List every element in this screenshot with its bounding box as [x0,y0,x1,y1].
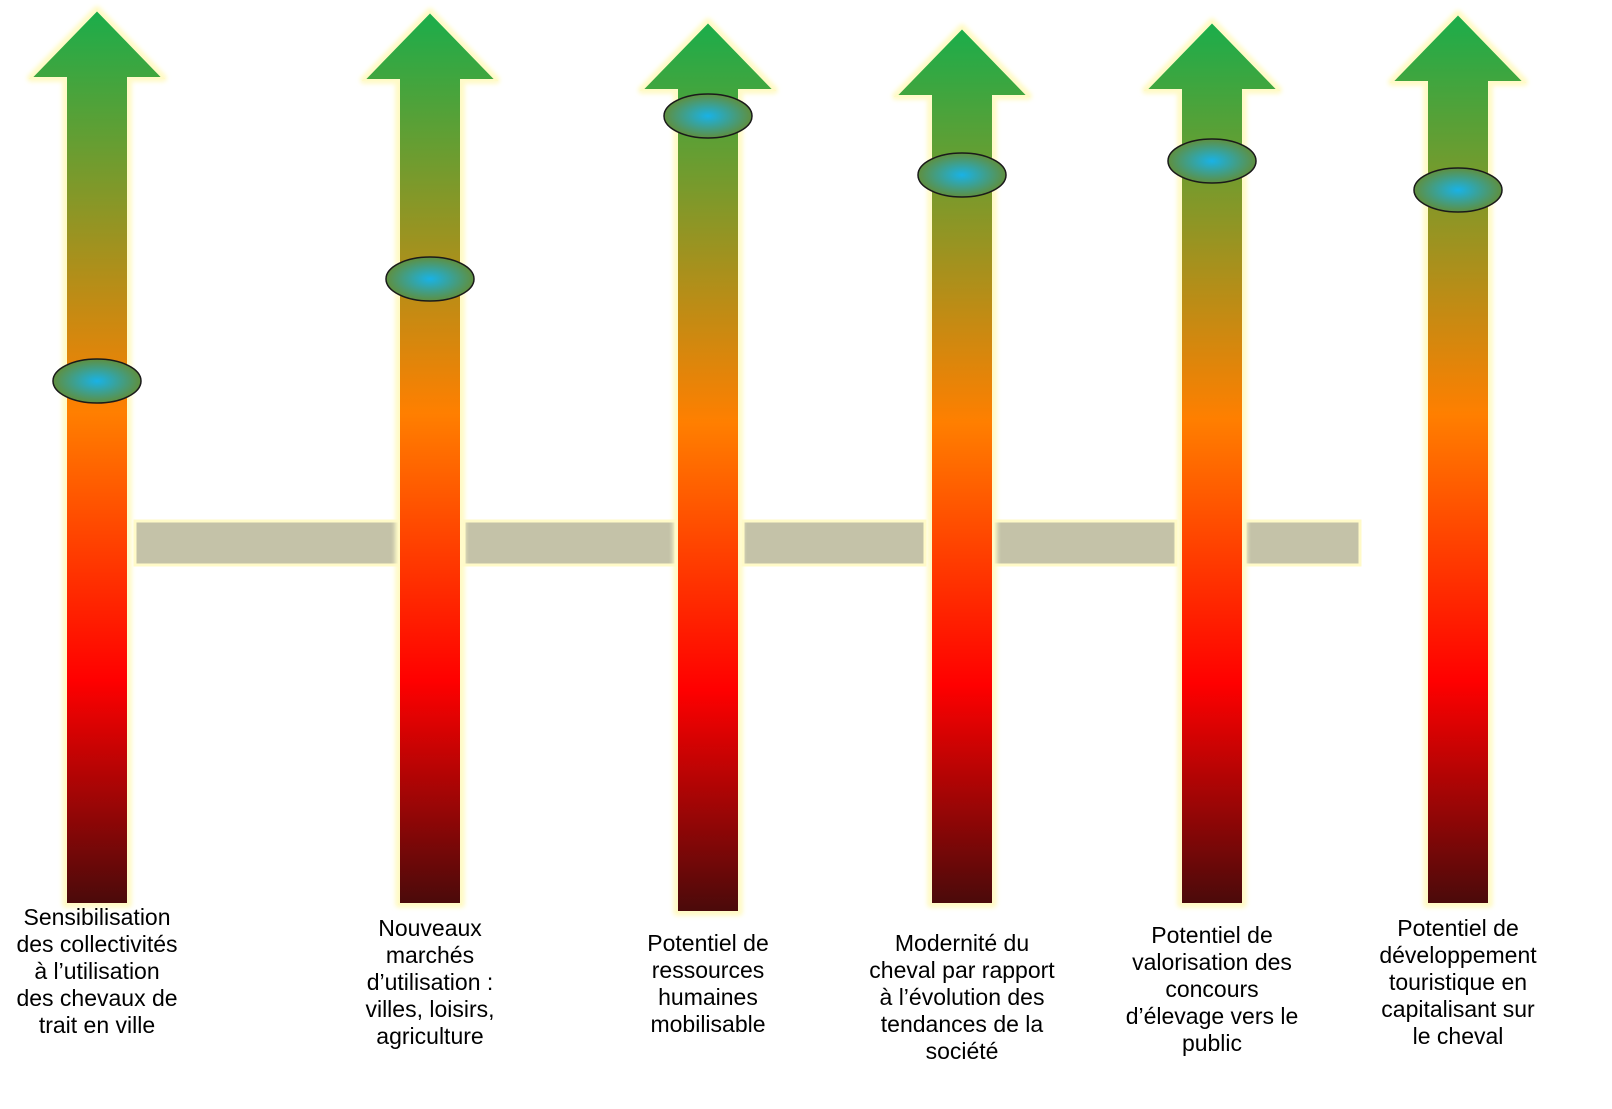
arrow-label-line: tendances de la [880,1011,1044,1037]
arrow-label-6: Potentiel de développement touristique en c… [1353,915,1563,1050]
level-marker-2 [385,256,475,302]
level-marker-5 [1167,138,1257,184]
arrow-label-line: à l’évolution des [879,984,1045,1010]
arrow-label-line: trait en ville [38,1012,156,1038]
arrow-label-line: des chevaux de [16,985,178,1011]
level-marker-1 [52,358,142,404]
arrow-label-line: Potentiel de [1151,922,1273,948]
connector-bars [133,519,1362,567]
arrow-3 [638,18,778,916]
level-marker-3 [663,93,753,139]
markers [52,93,1503,404]
arrow-label-line: villes, loisirs, [365,996,495,1022]
arrow-label-line: concours [1165,976,1259,1002]
arrow-label-line: d’élevage vers le [1125,1003,1299,1029]
arrow-label-line: valorisation des [1132,949,1292,975]
arrow-label-3: Potentiel de ressources humaines mobilisabl… [603,930,813,1038]
arrow-4 [892,24,1032,908]
arrow-label-line: Nouveaux [378,915,482,941]
arrow-label-line: développement [1379,942,1537,968]
connector-bar-4 [991,519,1178,567]
arrow-label-line: ressources [651,957,765,983]
arrow-label-line: le cheval [1412,1023,1504,1049]
arrow-label-line: agriculture [376,1023,484,1049]
arrow-label-2: Nouveaux marchés d’utilisation : villes, lo… [325,915,535,1050]
level-marker-6 [1413,167,1503,213]
level-marker-4 [917,152,1007,198]
arrow-label-line: à l’utilisation [34,958,160,984]
arrow-label-line: humaines [658,984,758,1010]
arrow-label-line: Potentiel de [1397,915,1519,941]
arrow-1 [27,6,167,908]
arrow-label-line: d’utilisation : [366,969,494,995]
arrow-label-line: touristique en [1388,969,1528,995]
connector-bar-5 [1243,519,1362,567]
arrow-2 [360,8,500,908]
arrow-label-line: société [925,1038,999,1064]
arrows [27,6,1528,916]
connector-bar-2 [462,519,678,567]
arrow-6 [1388,10,1528,908]
arrow-label-line: Modernité du [894,930,1030,956]
arrow-label-line: cheval par rapport [869,957,1055,983]
arrow-label-line: mobilisable [650,1011,766,1037]
connector-bar-3 [741,519,927,567]
arrow-label-line: public [1181,1030,1243,1056]
arrow-label-line: capitalisant sur [1381,996,1535,1022]
connector-bar-1 [133,519,402,567]
arrow-label-4: Modernité du cheval par rapport à l’évolut… [857,930,1067,1065]
arrow-label-line: des collectivités [16,931,178,957]
arrow-label-line: Potentiel de [647,930,769,956]
arrow-label-line: Sensibilisation [23,904,171,930]
arrow-label-1: Sensibilisation des collectivités à l’util… [0,904,202,1039]
arrow-label-5: Potentiel de valorisation des concours d’él… [1107,922,1317,1057]
arrow-5 [1142,18,1282,908]
arrow-label-line: marchés [385,942,475,968]
